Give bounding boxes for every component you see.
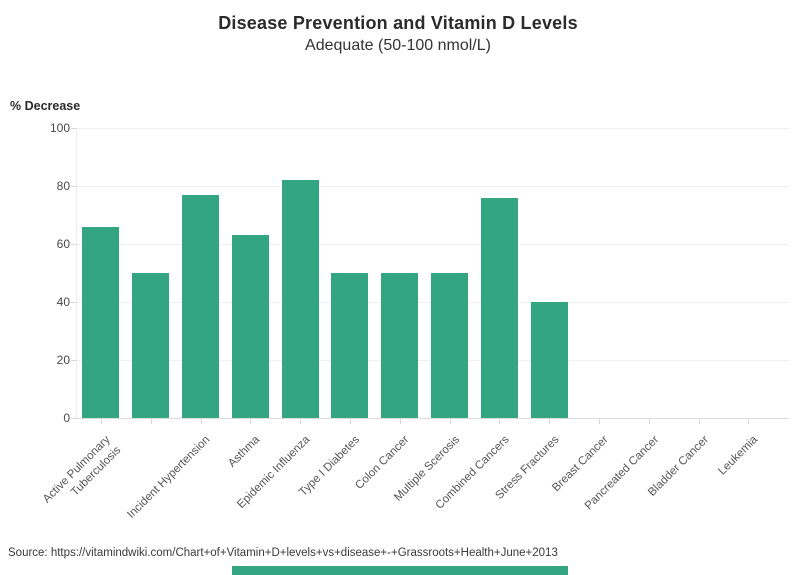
chart-title: Disease Prevention and Vitamin D Levels bbox=[218, 13, 578, 33]
x-axis-tick bbox=[150, 419, 152, 424]
x-axis-tick bbox=[100, 419, 102, 424]
x-axis-tick bbox=[349, 419, 351, 424]
y-axis-tick bbox=[71, 418, 76, 419]
x-axis-tick bbox=[200, 419, 202, 424]
x-axis-tick bbox=[300, 419, 302, 424]
x-axis-tick bbox=[698, 419, 700, 424]
bar bbox=[381, 273, 419, 418]
y-tick-label: 60 bbox=[56, 237, 70, 251]
x-tick-label: Leukemia bbox=[716, 433, 761, 478]
bar bbox=[132, 273, 170, 418]
x-tick-label: Incident Hypertension bbox=[125, 433, 213, 521]
x-axis-tick bbox=[598, 419, 600, 424]
x-tick-label: Active Pulmonary Tuberculosis bbox=[41, 433, 124, 506]
x-axis-tick bbox=[449, 419, 451, 424]
y-axis-title: % Decrease bbox=[10, 99, 81, 113]
bar bbox=[331, 273, 369, 418]
bar bbox=[530, 302, 568, 418]
chart-subtitle: Adequate (50-100 nmol/L) bbox=[305, 37, 491, 54]
y-tick-label: 100 bbox=[49, 121, 70, 135]
y-tick-label: 80 bbox=[56, 179, 70, 193]
y-axis-tick bbox=[71, 360, 76, 361]
y-tick-label: 20 bbox=[56, 353, 70, 367]
y-tick-label: 0 bbox=[63, 411, 70, 425]
y-axis-tick bbox=[71, 244, 76, 245]
x-axis-tick bbox=[748, 419, 750, 424]
gridline bbox=[76, 244, 789, 245]
bar bbox=[431, 273, 468, 418]
x-tick-label: Asthma bbox=[226, 433, 263, 470]
y-axis-tick bbox=[71, 302, 76, 303]
footer-accent-bar bbox=[232, 566, 568, 575]
x-axis-tick bbox=[250, 419, 252, 424]
y-axis-tick bbox=[71, 128, 76, 129]
bar bbox=[231, 235, 269, 418]
x-axis-line bbox=[76, 418, 789, 419]
x-axis-tick bbox=[399, 419, 401, 424]
bar bbox=[281, 180, 319, 418]
x-axis-tick bbox=[549, 419, 551, 424]
y-axis-tick bbox=[71, 186, 76, 187]
gridline bbox=[76, 186, 789, 187]
bar bbox=[182, 194, 219, 418]
bar bbox=[480, 197, 518, 418]
x-axis-tick bbox=[499, 419, 501, 424]
gridline bbox=[76, 128, 789, 129]
x-axis-tick bbox=[648, 419, 650, 424]
bar bbox=[82, 226, 120, 418]
source-attribution: Source: https://vitamindwiki.com/Chart+o… bbox=[8, 547, 558, 559]
y-tick-label: 40 bbox=[56, 295, 70, 309]
y-axis-line bbox=[76, 128, 77, 418]
